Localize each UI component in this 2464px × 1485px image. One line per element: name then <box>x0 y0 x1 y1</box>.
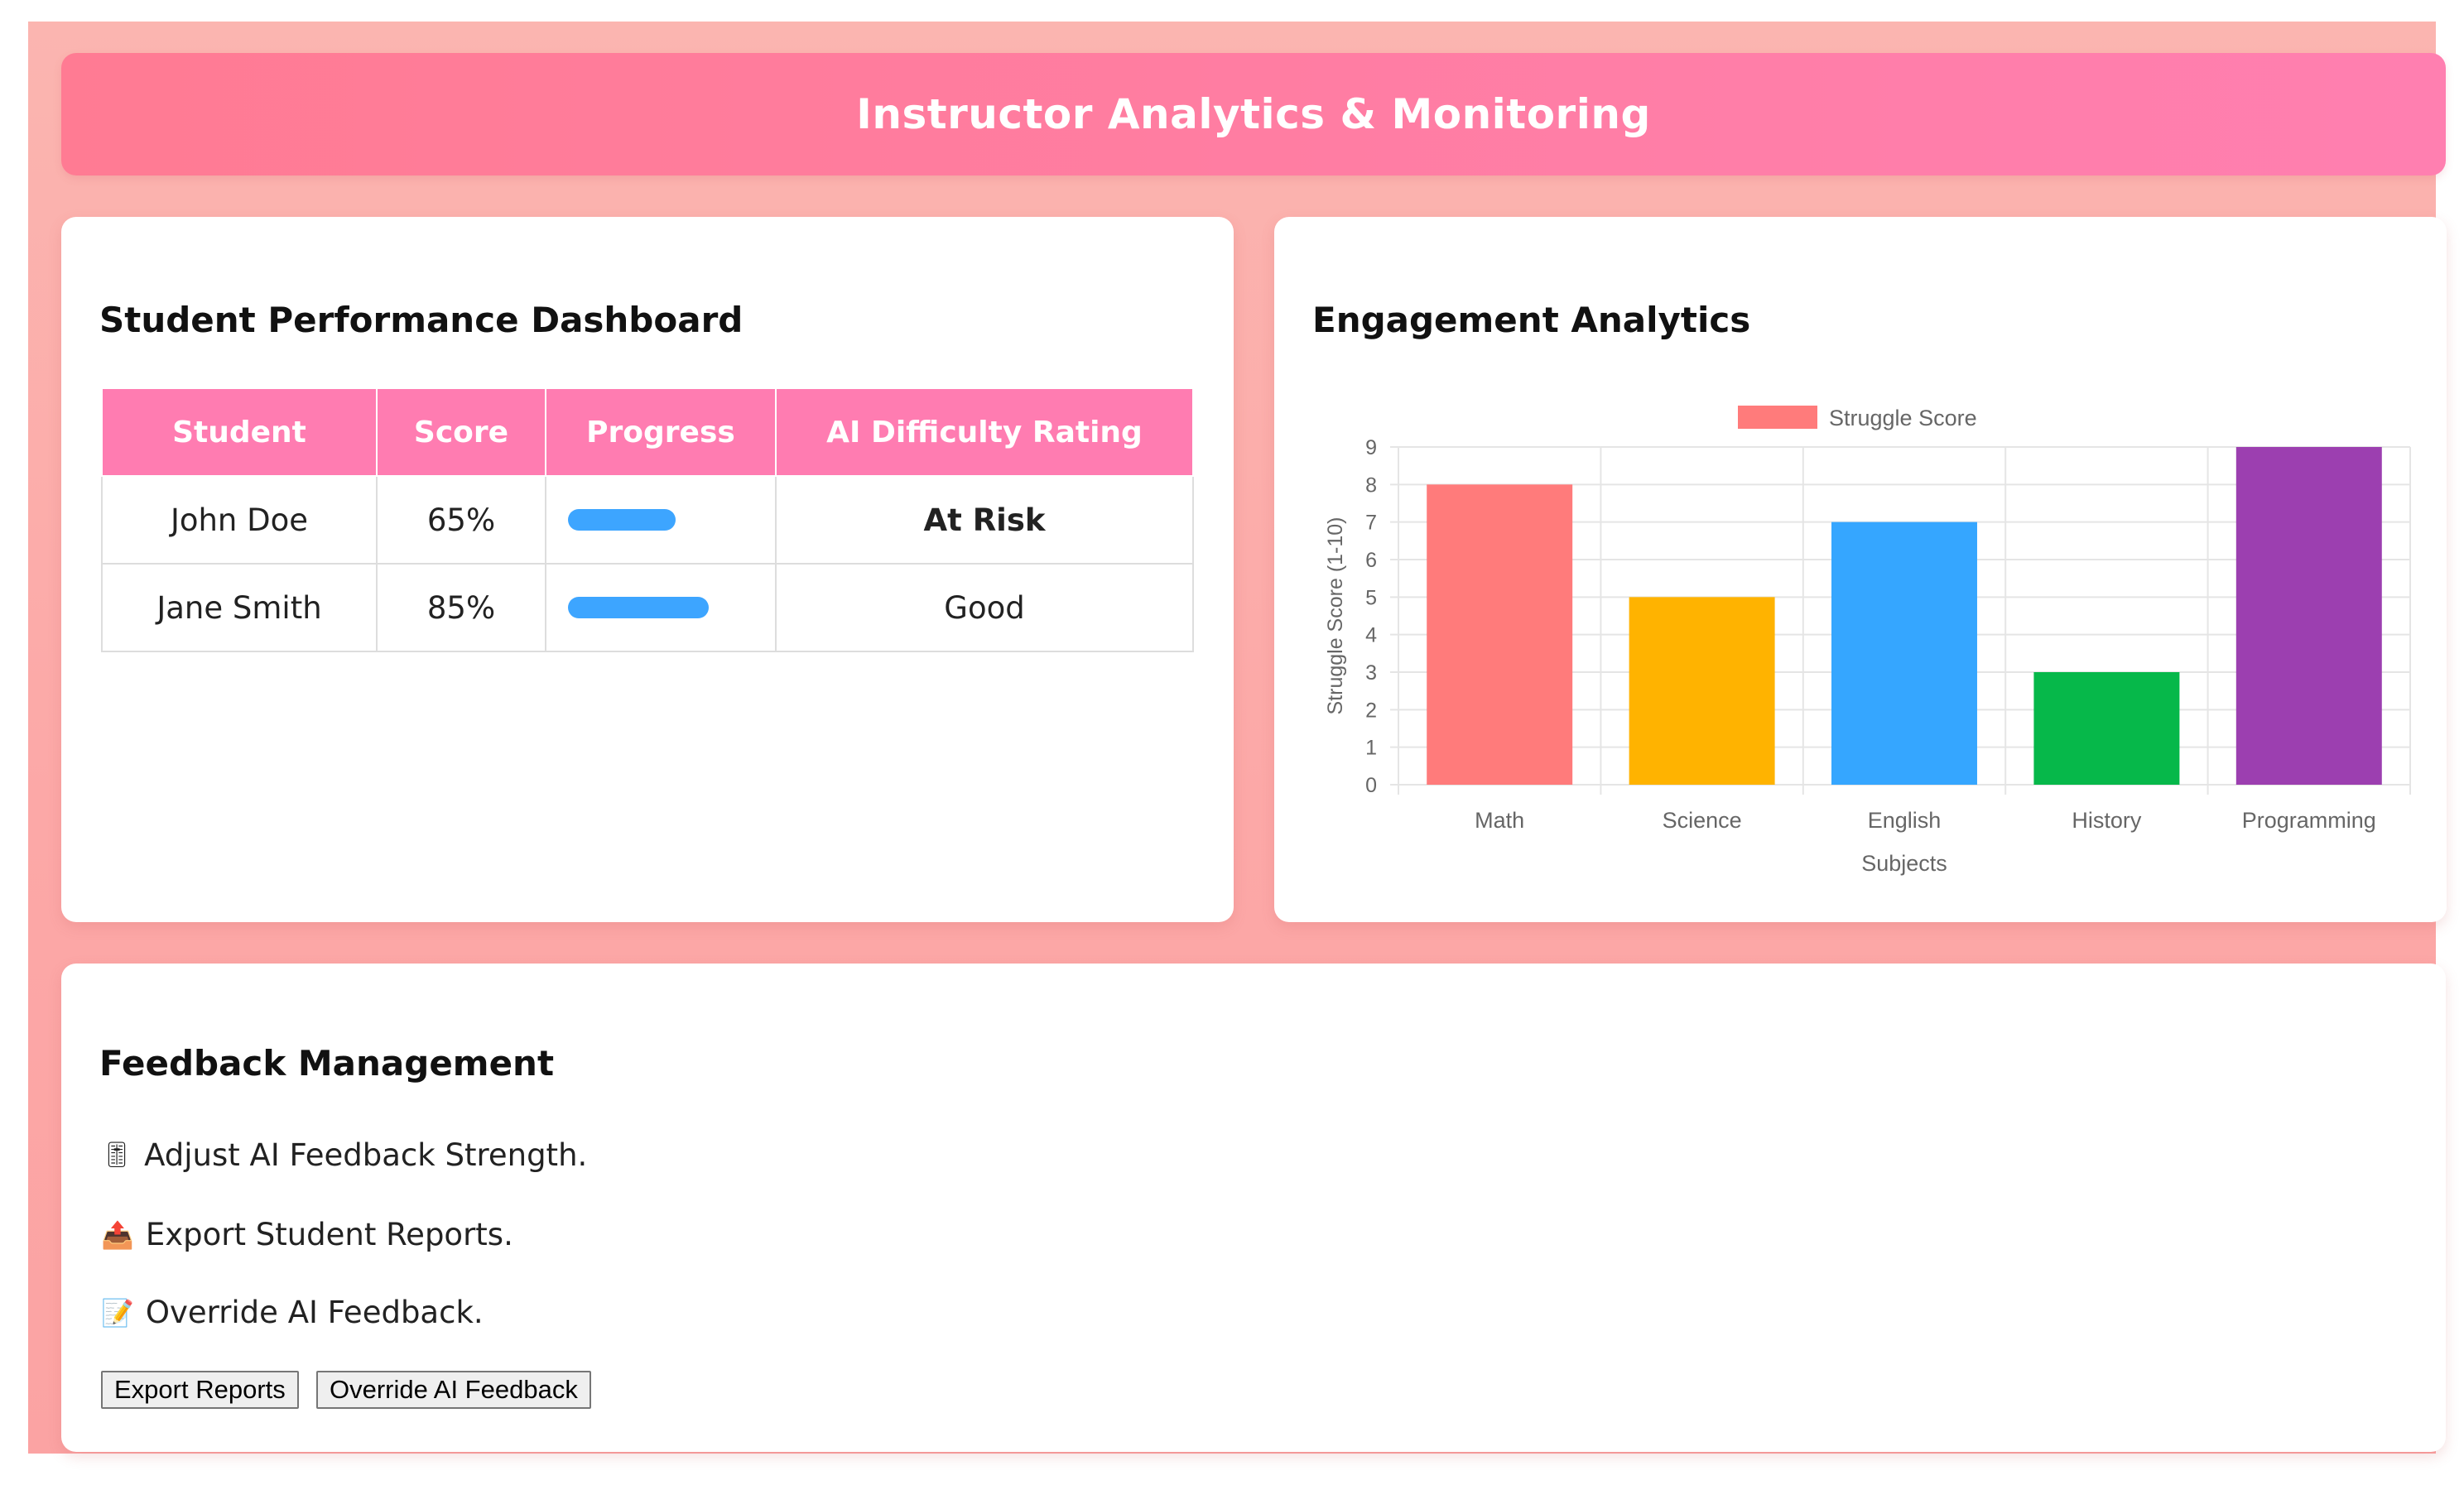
feedback-item-adjust-strength: 🎚 Adjust AI Feedback Strength. <box>101 1137 587 1173</box>
x-tick-label: Programming <box>2242 808 2376 833</box>
student-score: 85% <box>376 563 546 652</box>
performance-card: Student Performance Dashboard Student Sc… <box>61 217 1234 922</box>
performance-table: Student Score Progress AI Difficulty Rat… <box>101 387 1194 652</box>
ai-rating: At Risk <box>775 475 1194 565</box>
progress-bar <box>568 509 676 531</box>
progress-track <box>568 597 767 618</box>
feedback-item-override: 📝 Override AI Feedback. <box>101 1295 484 1330</box>
progress-cell <box>545 475 777 565</box>
student-name: John Doe <box>101 475 378 565</box>
app-header: Instructor Analytics & Monitoring <box>61 53 2446 175</box>
struggle-score-chart: 0 1 2 3 4 5 6 7 8 9 Math Science English History Progr… <box>1324 406 2411 876</box>
override-ai-feedback-button[interactable]: Override AI Feedback <box>316 1371 591 1409</box>
feedback-item-label: Override AI Feedback. <box>145 1295 484 1330</box>
bar-science <box>1629 597 1775 785</box>
performance-title: Student Performance Dashboard <box>99 300 744 340</box>
y-tick-label: 0 <box>1365 774 1377 797</box>
progress-cell <box>545 563 777 652</box>
bar-programming <box>2235 447 2382 785</box>
progress-track <box>568 509 767 531</box>
engagement-card: Engagement Analytics 0 1 2 3 4 5 6 7 8 9 Math Scien… <box>1274 217 2447 922</box>
y-tick-label: 1 <box>1365 737 1377 760</box>
engagement-title: Engagement Analytics <box>1312 300 1751 340</box>
y-tick-label: 9 <box>1365 436 1377 459</box>
feedback-item-label: Adjust AI Feedback Strength. <box>144 1137 588 1173</box>
feedback-title: Feedback Management <box>99 1043 555 1084</box>
student-score: 65% <box>376 475 546 565</box>
feedback-item-label: Export Student Reports. <box>145 1217 513 1252</box>
x-tick-label: Science <box>1663 808 1742 833</box>
bar-english <box>1831 521 1977 785</box>
x-tick-label: History <box>2072 808 2142 833</box>
y-tick-label: 5 <box>1365 586 1377 609</box>
student-name: Jane Smith <box>101 563 378 652</box>
pencil-memo-icon: 📝 <box>101 1296 134 1329</box>
y-tick-label: 4 <box>1365 624 1377 647</box>
column-header-score: Score <box>376 387 546 477</box>
y-tick-label: 3 <box>1365 661 1377 685</box>
y-axis-title: Struggle Score (1-10) <box>1324 517 1347 714</box>
progress-bar <box>568 597 709 618</box>
table-row: Jane Smith 85% Good <box>101 563 1194 652</box>
column-header-ai-rating: AI Difficulty Rating <box>775 387 1194 477</box>
export-icon: 📤 <box>101 1218 134 1251</box>
bar-history <box>2033 672 2180 785</box>
y-tick-label: 7 <box>1365 512 1377 535</box>
table-row: John Doe 65% At Risk <box>101 475 1194 565</box>
legend-swatch <box>1738 406 1817 429</box>
slider-icon: 🎚 <box>101 1141 133 1170</box>
table-header-row: Student Score Progress AI Difficulty Rat… <box>101 387 1194 477</box>
bar-math <box>1427 484 1573 785</box>
column-header-student: Student <box>101 387 378 477</box>
feedback-card: Feedback Management 🎚 Adjust AI Feedback… <box>61 964 2446 1452</box>
feedback-item-export-reports: 📤 Export Student Reports. <box>101 1217 513 1252</box>
x-tick-label: Math <box>1475 808 1524 833</box>
page-background: Instructor Analytics & Monitoring Studen… <box>28 22 2447 1454</box>
column-header-progress: Progress <box>545 387 777 477</box>
y-tick-label: 8 <box>1365 473 1377 497</box>
legend-label: Struggle Score <box>1829 406 1977 430</box>
export-reports-button[interactable]: Export Reports <box>101 1371 299 1409</box>
x-axis-title: Subjects <box>1861 851 1947 876</box>
y-tick-label: 2 <box>1365 699 1377 722</box>
page-title: Instructor Analytics & Monitoring <box>856 90 1651 138</box>
x-tick-label: English <box>1868 808 1942 833</box>
y-tick-label: 6 <box>1365 549 1377 572</box>
ai-rating: Good <box>775 563 1194 652</box>
